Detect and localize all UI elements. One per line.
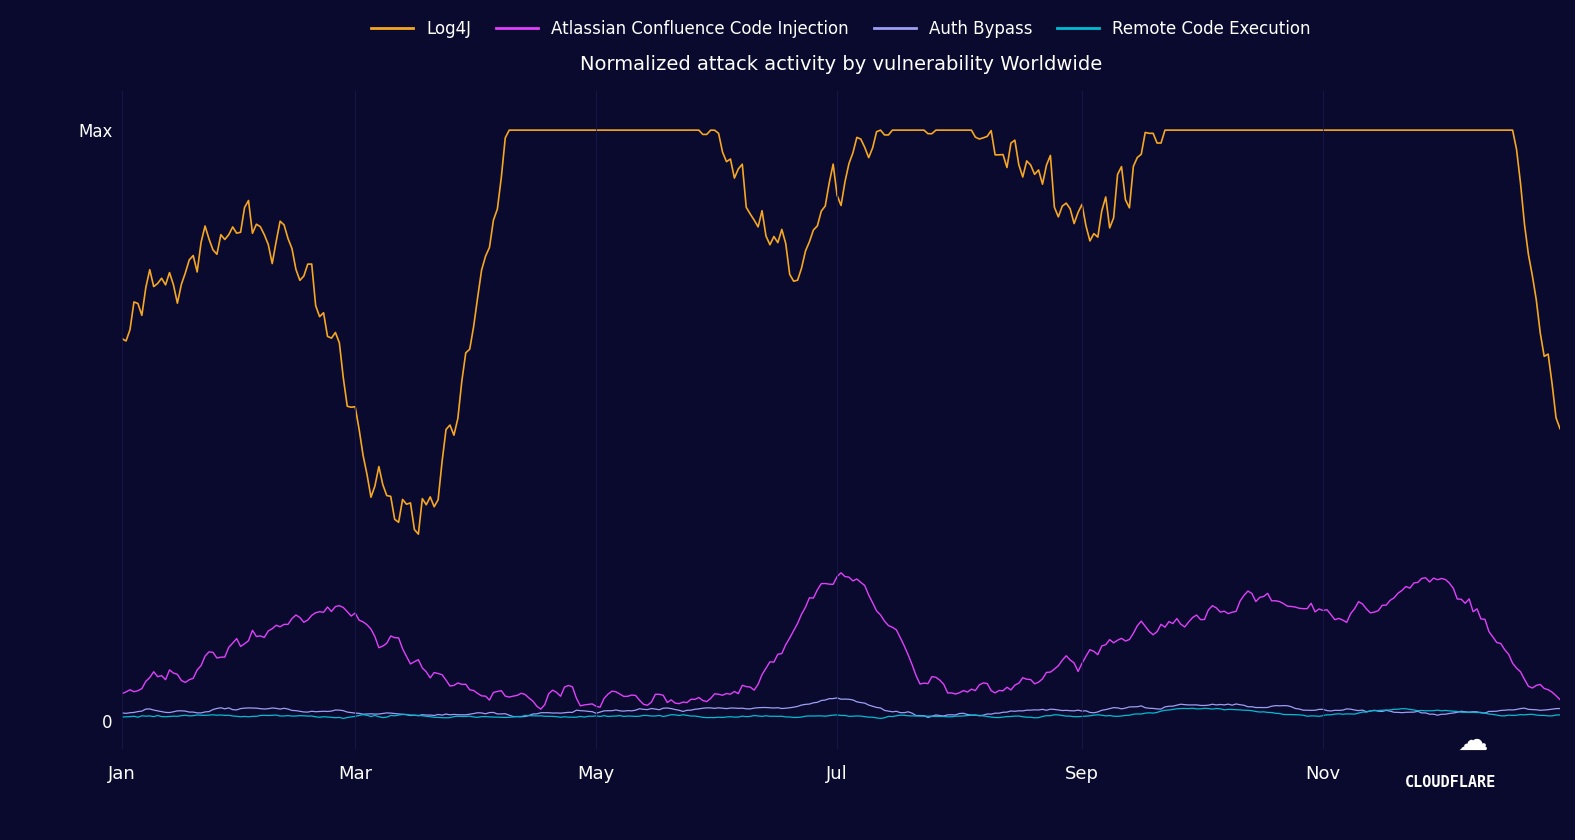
Atlassian Confluence Code Injection (417, 667, 436, 677)
Remote Code Execution (334, 713, 353, 723)
Auth Bypass (1492, 706, 1510, 716)
Remote Code Execution (698, 712, 717, 722)
Line: Log4J: Log4J (123, 130, 1559, 534)
Atlassian Confluence Code Injection (1353, 599, 1372, 609)
Log4J (693, 129, 712, 139)
Log4J (701, 125, 720, 135)
Atlassian Confluence Code Injection (113, 689, 132, 699)
Atlassian Confluence Code Injection (698, 696, 717, 706)
Remote Code Execution (1550, 710, 1569, 720)
Remote Code Execution (1353, 707, 1372, 717)
Log4J (421, 492, 439, 502)
Line: Remote Code Execution: Remote Code Execution (123, 708, 1559, 718)
Title: Normalized attack activity by vulnerability Worldwide: Normalized attack activity by vulnerabil… (580, 55, 1102, 74)
Remote Code Execution (1183, 703, 1202, 713)
Text: ☁: ☁ (1458, 727, 1488, 756)
Line: Atlassian Confluence Code Injection: Atlassian Confluence Code Injection (123, 573, 1559, 709)
Atlassian Confluence Code Injection (1550, 695, 1569, 705)
Remote Code Execution (1492, 711, 1510, 721)
Line: Auth Bypass: Auth Bypass (123, 698, 1559, 717)
Auth Bypass (693, 703, 712, 713)
Log4J (1353, 125, 1372, 135)
Log4J (1550, 423, 1569, 433)
Remote Code Execution (421, 711, 439, 722)
Auth Bypass (1353, 705, 1372, 715)
Atlassian Confluence Code Injection (690, 692, 709, 702)
Atlassian Confluence Code Injection (1492, 638, 1510, 648)
Atlassian Confluence Code Injection (531, 704, 550, 714)
Log4J (1492, 125, 1510, 135)
Log4J (499, 125, 518, 135)
Auth Bypass (1550, 703, 1569, 713)
Log4J (515, 125, 534, 135)
Atlassian Confluence Code Injection (832, 568, 850, 578)
Remote Code Execution (512, 711, 531, 722)
Auth Bypass (507, 711, 526, 722)
Auth Bypass (685, 704, 704, 714)
Auth Bypass (918, 712, 937, 722)
Legend: Log4J, Atlassian Confluence Code Injection, Auth Bypass, Remote Code Execution: Log4J, Atlassian Confluence Code Injecti… (364, 13, 1318, 45)
Remote Code Execution (690, 711, 709, 722)
Log4J (410, 529, 428, 539)
Atlassian Confluence Code Injection (507, 690, 526, 701)
Auth Bypass (417, 710, 436, 720)
Auth Bypass (113, 708, 132, 718)
Auth Bypass (827, 693, 846, 703)
Log4J (113, 333, 132, 344)
Remote Code Execution (113, 712, 132, 722)
Text: CLOUDFLARE: CLOUDFLARE (1405, 774, 1496, 790)
